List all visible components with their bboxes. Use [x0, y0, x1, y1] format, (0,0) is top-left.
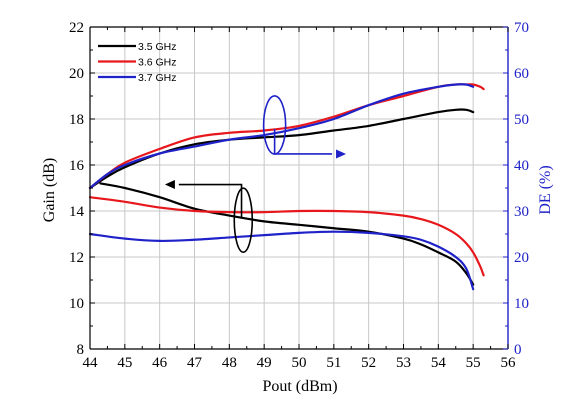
legend: 3.5 GHz 3.6 GHz 3.7 GHz [98, 41, 177, 84]
y2-tick-label: 0 [514, 342, 522, 358]
x-tick-label: 48 [222, 355, 237, 371]
y-tick-label: 18 [69, 112, 84, 128]
y2-tick-label: 50 [514, 112, 529, 128]
y2-tick-label: 30 [514, 204, 529, 220]
x-tick-label: 45 [117, 355, 132, 371]
legend-label: 3.7 GHz [138, 72, 177, 84]
series-line-de-3-7-ghz [88, 83, 475, 190]
y2-tick-label: 70 [514, 20, 529, 36]
gain-arrow-line [178, 183, 243, 218]
x-tick-label: 53 [396, 355, 411, 371]
y2-axis-title: DE (%) [537, 165, 554, 214]
y-tick-label: 12 [69, 250, 84, 266]
x-tick-label: 54 [431, 355, 447, 371]
legend-label: 3.6 GHz [138, 57, 177, 69]
series-line-de-3-5-ghz [88, 108, 475, 190]
x-tick-label: 50 [292, 355, 307, 371]
series-line-gain-3-5-ghz [99, 182, 475, 286]
y-tick-label: 10 [69, 296, 84, 312]
x-tick-label: 47 [187, 355, 203, 371]
x-tick-label: 52 [361, 355, 376, 371]
x-tick-label: 49 [257, 355, 272, 371]
gain-arrow-head [164, 180, 175, 190]
de-arrow-head [336, 149, 347, 159]
x-tick-label: 51 [326, 355, 341, 371]
x-tick-label: 55 [466, 355, 481, 371]
y2-tick-label: 60 [514, 66, 529, 82]
y-tick-label: 20 [69, 66, 84, 82]
y-axis-title: Gain (dB) [41, 158, 58, 222]
series-lines [88, 83, 485, 291]
de-arrow-line [273, 128, 333, 155]
y2-tick-label: 20 [514, 250, 529, 266]
y-tick-label: 16 [69, 158, 85, 174]
y2-tick-label: 10 [514, 296, 529, 312]
y-tick-label: 22 [69, 20, 84, 36]
y-tick-label: 8 [77, 342, 85, 358]
series-line-gain-3-7-ghz [88, 230, 475, 291]
series-line-gain-3-6-ghz [88, 196, 485, 277]
x-tick-label: 56 [501, 355, 517, 371]
x-tick-label: 46 [152, 355, 168, 371]
axis-ticks: 44 45 46 47 48 49 50 51 52 53 54 55 56 8 10 12 14 16 18 20 2… [69, 20, 529, 371]
x-tick-label: 44 [83, 355, 99, 371]
annotations [164, 95, 347, 253]
y-tick-label: 14 [69, 204, 85, 220]
x-axis-title: Pout (dBm) [262, 378, 337, 395]
y2-tick-label: 40 [514, 158, 529, 174]
legend-label: 3.5 GHz [138, 41, 177, 53]
gain-group-ellipse [233, 187, 254, 253]
